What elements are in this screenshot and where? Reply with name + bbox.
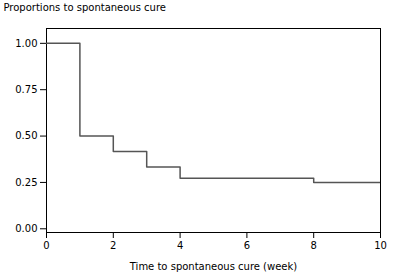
svg-text:0.50: 0.50 — [15, 130, 37, 141]
svg-text:0.75: 0.75 — [15, 84, 37, 95]
svg-text:6: 6 — [244, 240, 250, 251]
svg-text:8: 8 — [311, 240, 317, 251]
svg-text:Proportions to spontaneous cur: Proportions to spontaneous cure — [4, 2, 166, 13]
svg-text:4: 4 — [177, 240, 183, 251]
svg-text:1.00: 1.00 — [15, 38, 37, 49]
svg-text:0.25: 0.25 — [15, 177, 37, 188]
svg-text:0.00: 0.00 — [15, 223, 37, 234]
svg-text:10: 10 — [374, 240, 387, 251]
svg-text:0: 0 — [43, 240, 49, 251]
svg-text:2: 2 — [110, 240, 116, 251]
svg-text:Time to spontaneous cure (week: Time to spontaneous cure (week) — [129, 261, 298, 272]
